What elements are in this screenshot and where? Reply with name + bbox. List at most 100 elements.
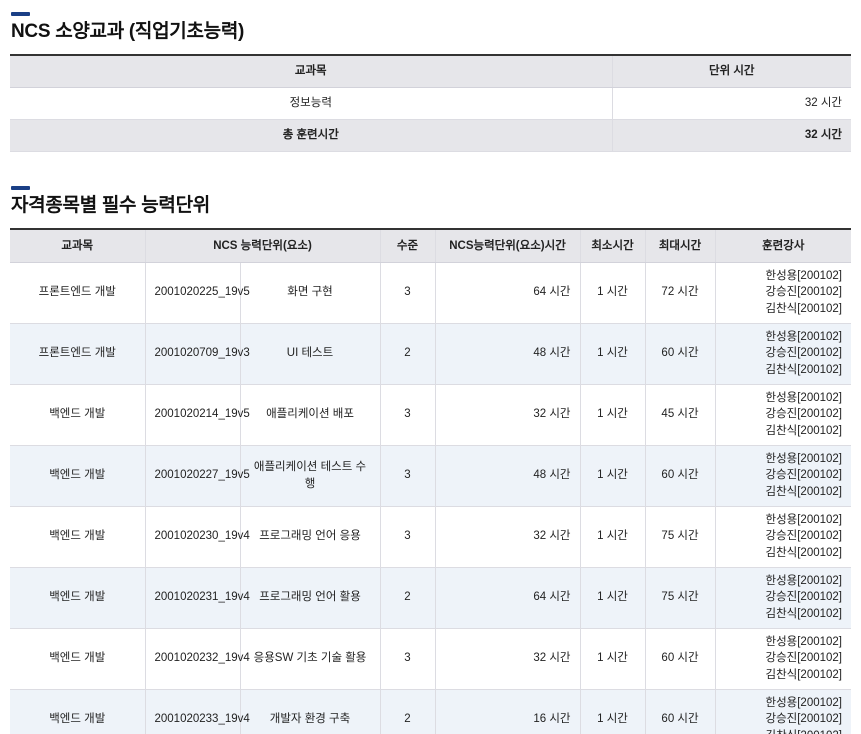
cell-subject: 정보능력: [10, 87, 613, 121]
cell-unit-hours: 32 시간: [435, 628, 581, 690]
cell-min-hours: 1 시간: [580, 384, 646, 446]
cell-unit-hours: 16 시간: [435, 689, 581, 734]
col-header-max-hours: 최대시간: [645, 229, 716, 263]
cell-unit-name: 개발자 환경 구축: [240, 689, 381, 734]
table-total-row: 총 훈련시간 32 시간: [10, 119, 851, 153]
cell-unit-name: 애플리케이션 테스트 수행: [240, 445, 381, 507]
cell-unit-hours: 32 시간: [435, 384, 581, 446]
cell-level: 3: [380, 445, 436, 507]
cell-subject: 프론트엔드 개발: [10, 323, 146, 385]
cell-subject: 프론트엔드 개발: [10, 262, 146, 324]
table-ncs-basic-subjects: 교과목 단위 시간 정보능력 32 시간 총 훈련시간 32 시간: [10, 53, 851, 153]
cell-level: 3: [380, 384, 436, 446]
cell-unit-hours: 32 시간: [612, 87, 851, 121]
cell-subject: 백엔드 개발: [10, 689, 146, 734]
cell-max-hours: 60 시간: [645, 323, 716, 385]
cell-unit-code: 2001020214_19v5: [145, 384, 250, 446]
cell-min-hours: 1 시간: [580, 506, 646, 568]
table-required-competency-units: 교과목 NCS 능력단위(요소) 수준 NCS능력단위(요소)시간 최소시간 최…: [10, 228, 851, 734]
cell-unit-hours: 32 시간: [435, 506, 581, 568]
section-ncs-basic-subjects: NCS 소양교과 (직업기초능력) 교과목 단위 시간 정보능력 32 시간 총…: [0, 0, 861, 153]
cell-level: 2: [380, 689, 436, 734]
table-row[interactable]: 프론트엔드 개발 2001020225_19v5 화면 구현 3 64 시간 1 시간 72…: [10, 262, 851, 324]
cell-level: 3: [380, 262, 436, 324]
cell-max-hours: 72 시간: [645, 262, 716, 324]
cell-max-hours: 60 시간: [645, 445, 716, 507]
cell-unit-hours: 64 시간: [435, 567, 581, 629]
cell-min-hours: 1 시간: [580, 567, 646, 629]
header-row: 교과목 NCS 능력단위(요소) 수준 NCS능력단위(요소)시간 최소시간 최…: [10, 229, 851, 263]
table-row[interactable]: 백엔드 개발 2001020231_19v4 프로그래밍 언어 활용 2 64 시간 1 …: [10, 567, 851, 629]
cell-instructors: 한성용[200102] 강승진[200102] 김찬식[200102]: [715, 262, 851, 324]
table-row[interactable]: 백엔드 개발 2001020233_19v4 개발자 환경 구축 2 16 시간 1 시간…: [10, 689, 851, 734]
cell-instructors: 한성용[200102] 강승진[200102] 김찬식[200102]: [715, 445, 851, 507]
col-header-ncs-unit: NCS 능력단위(요소): [145, 229, 381, 263]
cell-unit-name: 화면 구현: [240, 262, 381, 324]
cell-subject: 백엔드 개발: [10, 506, 146, 568]
cell-max-hours: 45 시간: [645, 384, 716, 446]
cell-level: 3: [380, 506, 436, 568]
table-row[interactable]: 정보능력 32 시간: [10, 87, 851, 121]
table-row[interactable]: 프론트엔드 개발 2001020709_19v3 UI 테스트 2 48 시간 1 시간 6…: [10, 323, 851, 385]
cell-unit-hours: 48 시간: [435, 323, 581, 385]
table-header: 교과목 단위 시간: [10, 54, 851, 89]
cell-level: 2: [380, 323, 436, 385]
table-header: 교과목 NCS 능력단위(요소) 수준 NCS능력단위(요소)시간 최소시간 최…: [10, 229, 851, 263]
cell-unit-code: 2001020232_19v4: [145, 628, 250, 690]
table-row[interactable]: 백엔드 개발 2001020232_19v4 응용SW 기초 기술 활용 3 32 시간…: [10, 628, 851, 690]
cell-unit-name: 프로그래밍 언어 활용: [240, 567, 381, 629]
cell-subject: 백엔드 개발: [10, 384, 146, 446]
cell-unit-code: 2001020227_19v5: [145, 445, 250, 507]
cell-min-hours: 1 시간: [580, 323, 646, 385]
cell-level: 2: [380, 567, 436, 629]
cell-subject: 백엔드 개발: [10, 445, 146, 507]
top-spacer: [10, 0, 851, 12]
section-title: 자격종목별 필수 능력단위: [11, 195, 210, 217]
cell-min-hours: 1 시간: [580, 628, 646, 690]
cell-unit-code: 2001020230_19v4: [145, 506, 250, 568]
cell-unit-name: 응용SW 기초 기술 활용: [240, 628, 381, 690]
cell-unit-code: 2001020231_19v4: [145, 567, 250, 629]
cell-min-hours: 1 시간: [580, 262, 646, 324]
table-body: 프론트엔드 개발 2001020225_19v5 화면 구현 3 64 시간 1 시간 72…: [10, 262, 851, 734]
cell-min-hours: 1 시간: [580, 689, 646, 734]
total-value: 32 시간: [612, 119, 851, 153]
col-header-instructor: 훈련강사: [715, 229, 851, 263]
col-header-unit-hours: 단위 시간: [612, 54, 851, 89]
cell-subject: 백엔드 개발: [10, 628, 146, 690]
cell-unit-name: 애플리케이션 배포: [240, 384, 381, 446]
cell-unit-code: 2001020233_19v4: [145, 689, 250, 734]
cell-unit-hours: 48 시간: [435, 445, 581, 507]
cell-unit-name: 프로그래밍 언어 응용: [240, 506, 381, 568]
table-row[interactable]: 백엔드 개발 2001020227_19v5 애플리케이션 테스트 수행 3 48 시간…: [10, 445, 851, 507]
cell-unit-hours: 64 시간: [435, 262, 581, 324]
cell-unit-code: 2001020709_19v3: [145, 323, 250, 385]
cell-instructors: 한성용[200102] 강승진[200102] 김찬식[200102]: [715, 628, 851, 690]
page-title: NCS 소양교과 (직업기초능력): [11, 21, 245, 42]
cell-unit-code: 2001020225_19v5: [145, 262, 250, 324]
cell-unit-name: UI 테스트: [240, 323, 381, 385]
cell-instructors: 한성용[200102] 강승진[200102] 김찬식[200102]: [715, 323, 851, 385]
cell-max-hours: 75 시간: [645, 506, 716, 568]
cell-instructors: 한성용[200102] 강승진[200102] 김찬식[200102]: [715, 567, 851, 629]
cell-max-hours: 60 시간: [645, 689, 716, 734]
table-row[interactable]: 백엔드 개발 2001020230_19v4 프로그래밍 언어 응용 3 32 시간 1 …: [10, 506, 851, 568]
col-header-subject: 교과목: [10, 54, 613, 89]
cell-instructors: 한성용[200102] 강승진[200102] 김찬식[200102]: [715, 689, 851, 734]
accent-dash-icon: [11, 186, 30, 191]
header-row: 교과목 단위 시간: [10, 54, 851, 89]
cell-subject: 백엔드 개발: [10, 567, 146, 629]
section-spacer: [0, 152, 861, 186]
accent-dash-icon: [11, 12, 30, 16]
total-label: 총 훈련시간: [10, 119, 613, 153]
table-row[interactable]: 백엔드 개발 2001020214_19v5 애플리케이션 배포 3 32 시간 1 시간…: [10, 384, 851, 446]
cell-instructors: 한성용[200102] 강승진[200102] 김찬식[200102]: [715, 384, 851, 446]
cell-instructors: 한성용[200102] 강승진[200102] 김찬식[200102]: [715, 506, 851, 568]
col-header-level: 수준: [380, 229, 436, 263]
cell-max-hours: 60 시간: [645, 628, 716, 690]
cell-max-hours: 75 시간: [645, 567, 716, 629]
cell-level: 3: [380, 628, 436, 690]
section-required-competency-units: 자격종목별 필수 능력단위 교과목 NCS 능력단위(요소) 수준 NCS능력단…: [0, 186, 861, 734]
cell-min-hours: 1 시간: [580, 445, 646, 507]
